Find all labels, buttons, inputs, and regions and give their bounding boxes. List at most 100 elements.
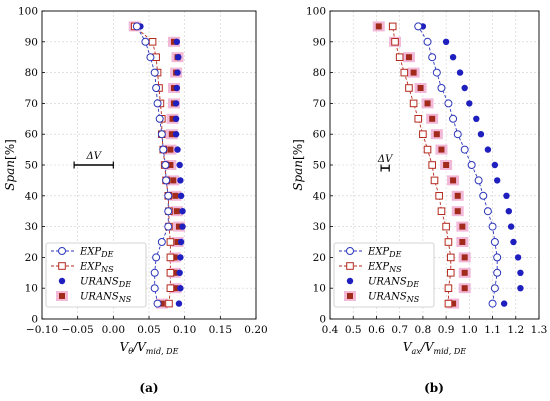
point-exp-de <box>479 191 488 200</box>
panel-caption: (b) <box>424 381 444 395</box>
point-exp-de <box>161 161 170 169</box>
point-exp-ns <box>444 299 453 308</box>
point-exp-ns <box>428 161 436 169</box>
legend-label: URANSNS <box>80 292 132 305</box>
point-exp-ns <box>435 192 443 200</box>
legend-marker <box>347 293 353 299</box>
y-tick-label: 10 <box>313 283 326 295</box>
point-urans-de <box>517 269 524 276</box>
point-urans-de <box>505 208 513 215</box>
legend-marker <box>346 247 354 255</box>
point-urans-de <box>500 300 508 307</box>
point-urans-de <box>172 100 180 107</box>
y-tick-label: 40 <box>313 190 326 202</box>
point-urans-ns <box>459 239 466 245</box>
point-urans-de <box>507 223 515 230</box>
point-exp-de <box>460 145 469 154</box>
point-exp-de <box>467 161 476 169</box>
point-exp-de <box>152 84 161 92</box>
point-exp-de <box>423 37 432 46</box>
x-tick-label: 0.20 <box>244 324 267 336</box>
point-urans-ns <box>454 208 461 215</box>
point-exp-de <box>159 145 168 154</box>
point-exp-ns <box>423 145 432 154</box>
y-tick-label: 20 <box>313 252 326 264</box>
y-tick-label: 100 <box>18 6 38 18</box>
point-urans-ns <box>173 208 180 215</box>
x-tick-label: 0.9 <box>438 324 455 336</box>
panel-b: 0.4 0.5 0.6 0.7 0.8 0.9 1.0 1.1 1.2 1.3 0 10 20 30 40 5… <box>291 6 547 396</box>
point-urans-de <box>484 146 492 153</box>
point-urans-de <box>173 38 181 45</box>
panel-caption: (a) <box>139 381 158 395</box>
point-urans-ns <box>171 269 178 276</box>
x-tick-label: 0.7 <box>391 324 408 336</box>
point-exp-de <box>153 299 162 308</box>
legend-label: URANSDE <box>368 277 419 290</box>
point-exp-de <box>453 130 462 139</box>
legend-item-exp_ns: EXPNS <box>51 262 114 275</box>
point-urans-de <box>466 100 473 107</box>
point-urans-de <box>514 254 522 261</box>
panel-a: −0.10 −0.05 0.00 0.05 0.10 0.15 0.20 0 10 20 30 40 5… <box>3 6 268 396</box>
point-urans-de <box>179 223 186 230</box>
y-tick-label: 30 <box>25 221 38 233</box>
point-urans-ns <box>461 285 468 292</box>
point-urans-de <box>174 69 181 76</box>
point-urans-ns <box>158 300 165 307</box>
point-exp-de <box>483 207 492 216</box>
point-urans-ns <box>172 192 179 199</box>
legend-item-exp_de: EXPDE <box>339 247 402 259</box>
point-urans-de <box>461 84 468 92</box>
point-urans-ns <box>167 146 174 153</box>
point-exp-ns <box>388 22 397 31</box>
point-exp-ns <box>446 253 455 262</box>
point-exp-ns <box>395 53 404 62</box>
legend-label: EXPNS <box>79 262 114 275</box>
y-tick-label: 80 <box>313 67 326 79</box>
legend-marker <box>59 293 65 299</box>
x-tick-label: 0.05 <box>137 324 160 336</box>
point-urans-de <box>442 38 450 45</box>
point-exp-de <box>488 299 497 308</box>
point-urans-de <box>176 161 183 169</box>
point-exp-de <box>490 238 499 246</box>
point-urans-ns <box>171 254 178 261</box>
x-tick-label: 1.2 <box>507 324 524 336</box>
point-urans-de <box>174 146 181 153</box>
point-urans-de <box>179 208 186 215</box>
point-exp-ns <box>166 253 175 262</box>
point-urans-ns <box>167 162 174 168</box>
point-exp-ns <box>400 68 409 77</box>
point-urans-de <box>477 131 485 138</box>
point-urans-ns <box>375 23 382 30</box>
point-exp-ns <box>444 284 453 292</box>
delta-v-label: ΔV <box>85 151 102 162</box>
point-exp-de <box>493 253 502 262</box>
point-exp-ns <box>391 38 399 46</box>
legend-label: EXPDE <box>79 247 114 260</box>
point-urans-ns <box>175 223 182 230</box>
y-tick-label: 60 <box>313 129 326 141</box>
point-urans-ns <box>459 223 466 230</box>
x-tick-label: 1.0 <box>461 324 478 336</box>
point-exp-de <box>150 268 159 277</box>
x-tick-label: −0.10 <box>26 324 58 336</box>
point-urans-de <box>177 238 185 246</box>
point-urans-ns <box>424 100 431 107</box>
x-axis-label: Vax/Vmid, DE <box>403 340 466 356</box>
point-urans-de <box>517 285 524 292</box>
point-exp-ns <box>165 299 173 308</box>
legend-marker <box>346 277 354 285</box>
point-exp-de <box>155 114 164 123</box>
legend-item-urans_de: URANSDE <box>58 277 131 289</box>
point-exp-ns <box>430 176 439 185</box>
point-exp-de <box>493 268 502 277</box>
x-tick-label: 0.00 <box>102 324 125 336</box>
point-exp-de <box>428 53 437 62</box>
point-urans-ns <box>461 254 468 261</box>
point-exp-ns <box>166 269 175 277</box>
point-urans-de <box>456 69 464 76</box>
point-exp-de <box>432 68 441 77</box>
legend-marker <box>58 262 66 270</box>
